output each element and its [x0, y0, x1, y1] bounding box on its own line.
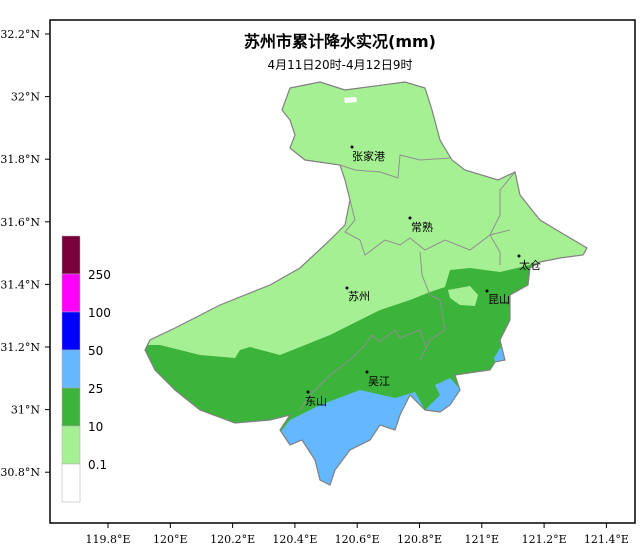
y-tick-label: 31.4°N: [0, 278, 40, 291]
region-outline: [144, 81, 588, 486]
color-legend: 250 100 50 25 10 0.1: [61, 235, 111, 503]
y-tick-label: 31.2°N: [0, 341, 40, 354]
latitude-axis: 32.2°N 32°N 31.8°N 31.6°N 31.4°N 31.2°N 31°N 30…: [0, 28, 50, 479]
y-tick-label: 31.8°N: [0, 153, 40, 166]
city-kunshan: 昆山: [485, 289, 510, 306]
city-wujiang: 吴江: [365, 370, 390, 388]
y-tick-label: 32.2°N: [0, 28, 40, 41]
city-taicang: 太仓: [517, 254, 541, 272]
svg-text:张家港: 张家港: [352, 149, 385, 163]
legend-label: 25: [88, 382, 103, 396]
legend-label: 100: [88, 306, 111, 320]
city-zhangjiagang: 张家港: [350, 145, 385, 163]
y-tick-label: 31°N: [11, 404, 40, 417]
legend-swatch: [61, 235, 81, 275]
x-tick-label: 120.6°E: [335, 533, 380, 546]
legend-swatch: [61, 273, 81, 313]
city-suzhou: 苏州: [345, 286, 370, 303]
legend-swatch: [61, 463, 81, 503]
svg-text:吴江: 吴江: [368, 375, 390, 388]
legend-swatch: [61, 425, 81, 465]
legend-label: 0.1: [88, 458, 107, 472]
legend-label: 50: [88, 344, 103, 358]
legend-label: 10: [88, 420, 103, 434]
longitude-axis: 119.8°E 120°E 120.2°E 120.4°E 120.6°E 120.8°E…: [85, 523, 629, 546]
x-tick-label: 120°E: [153, 533, 188, 546]
precip-light-patch: [448, 286, 478, 306]
svg-text:苏州: 苏州: [348, 290, 370, 303]
no-rain-patch: [344, 97, 357, 103]
x-tick-label: 119.8°E: [85, 533, 130, 546]
y-tick-label: 31.6°N: [0, 216, 40, 229]
y-tick-label: 32°N: [11, 91, 40, 104]
svg-text:昆山: 昆山: [488, 293, 510, 306]
legend-label: 250: [88, 268, 111, 282]
svg-text:太仓: 太仓: [519, 258, 541, 272]
x-tick-label: 121°E: [465, 533, 500, 546]
x-tick-label: 120.8°E: [397, 533, 442, 546]
legend-swatch: [61, 349, 81, 389]
district-boundaries: [299, 154, 516, 411]
x-tick-label: 120.2°E: [210, 533, 255, 546]
legend-swatch: [61, 311, 81, 351]
map-title: 苏州市累计降水实况(mm): [244, 32, 436, 51]
city-markers: 张家港 常熟 太仓 苏州 昆山 吴江 东山: [305, 145, 541, 408]
city-dongshan: 东山: [305, 390, 327, 408]
legend-swatch: [61, 387, 81, 427]
svg-text:常熟: 常熟: [411, 220, 433, 234]
x-tick-label: 121.2°E: [522, 533, 567, 546]
x-tick-label: 121.4°E: [584, 533, 629, 546]
x-tick-label: 120.4°E: [272, 533, 317, 546]
svg-text:东山: 东山: [305, 395, 327, 408]
city-changshu: 常熟: [408, 216, 433, 234]
y-tick-label: 30.8°N: [0, 466, 40, 479]
map-subtitle: 4月11日20时-4月12日9时: [267, 58, 412, 72]
